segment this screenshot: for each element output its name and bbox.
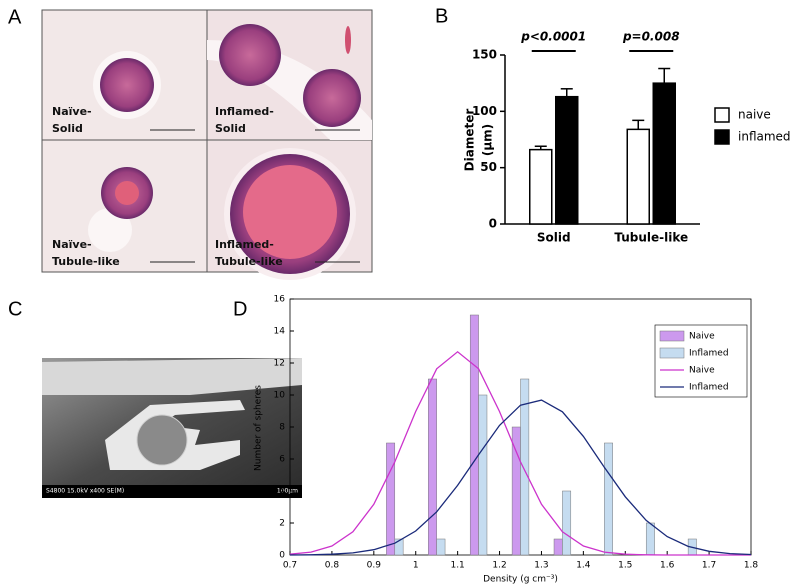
x-tick-label: 0.9 (367, 561, 382, 571)
sphere (303, 69, 361, 127)
y-tick-label: 12 (274, 359, 285, 369)
x-tick-label: 0.8 (325, 561, 340, 571)
legend-label: naive (738, 108, 771, 122)
x-axis-label: Density (g cm⁻³) (483, 575, 558, 585)
legend-swatch (659, 330, 685, 342)
x-tick-label: 1.2 (492, 561, 506, 571)
y-tick-label: 100 (472, 104, 497, 118)
y-tick-label: 14 (274, 327, 286, 337)
histogram-bar (386, 442, 396, 556)
y-tick-label: 6 (279, 455, 285, 465)
sem-info-bar (42, 485, 302, 498)
y-axis-label: Number of spheres (254, 385, 264, 471)
y-tick-label: 8 (279, 423, 285, 433)
sem-surface (42, 358, 302, 395)
bar (652, 82, 676, 225)
sphere (136, 414, 188, 466)
y-tick-label: 0 (279, 551, 285, 561)
histogram-bar (645, 522, 655, 556)
bar (529, 148, 553, 225)
sem-caption: S4800 15.0kV x400 SE(M) (46, 488, 124, 495)
x-tick-label: Tubule-like (614, 231, 688, 245)
x-tick-label: 1.7 (702, 561, 716, 571)
y-tick-label: 0 (489, 217, 497, 231)
legend-label: inflamed (738, 130, 791, 144)
sem-scale: 100μm (277, 488, 298, 495)
panel-label: C (8, 298, 22, 320)
bar (555, 95, 579, 225)
halo (88, 208, 132, 252)
lumen (243, 165, 337, 259)
y-tick-label: 150 (472, 48, 497, 62)
micrograph-label: Tubule-like (215, 255, 283, 268)
histogram-bar (394, 538, 404, 556)
x-tick-label: 1.4 (576, 561, 591, 571)
fit-curve (289, 350, 751, 556)
micrograph-grid: Naïve- Solid Inflamed- Solid Naïve- Tubu… (41, 9, 373, 280)
sem-image: S4800 15.0kV x400 SE(M) 100μm (42, 358, 302, 498)
legend-label: Inflamed (689, 349, 729, 359)
sphere (219, 24, 281, 86)
micrograph-label: Naïve- (52, 105, 92, 118)
sphere (100, 58, 154, 112)
histogram-bar (604, 442, 613, 556)
y-tick-label: 50 (480, 160, 497, 174)
annotation: p<0.0001 (520, 30, 586, 44)
chart-d: 0 2 4 6 8 10 12 14 16 0.7 0.8 0.9 1 1.1 1.2 1.3 1.4 1.5 1.… (254, 295, 759, 585)
y-axis-label: Diameter (463, 109, 477, 172)
micrograph-label: Solid (52, 122, 83, 135)
legend-swatch (714, 107, 730, 123)
panel-label: A (8, 6, 22, 28)
legend-swatch (714, 129, 730, 145)
histogram-bar (562, 490, 572, 556)
x-tick-label: 1.3 (534, 561, 548, 571)
legend-label: Naive (689, 366, 715, 376)
micrograph-label: Naïve- (52, 238, 92, 251)
fragment (345, 26, 351, 54)
x-tick-label: 1 (413, 561, 419, 571)
legend-label: Naive (689, 332, 715, 342)
y-tick-label: 16 (274, 295, 286, 305)
scale-bars (150, 129, 360, 263)
micrograph-label: Inflamed- (215, 238, 274, 251)
micrograph-label: Solid (215, 122, 246, 135)
bar (626, 128, 650, 225)
x-tick-label: 1.6 (660, 561, 675, 571)
chart-b: 0 50 100 150 Diameter (μm) Solid p<0.0001 Tubule… (463, 30, 791, 245)
x-tick-label: Solid (537, 231, 571, 245)
y-tick-label: 2 (279, 519, 285, 529)
legend-label: Inflamed (689, 383, 729, 393)
histogram-bar (428, 378, 437, 556)
micrograph-label: Inflamed- (215, 105, 274, 118)
histogram-bar (478, 394, 488, 556)
histogram-bar (553, 538, 563, 556)
histogram-bar (469, 314, 479, 556)
legend-swatch (659, 347, 685, 359)
histogram-bar (436, 538, 446, 556)
panel-label: B (435, 5, 448, 27)
lumen (115, 181, 139, 205)
panel-label: D (233, 298, 247, 320)
histogram-bar (520, 378, 530, 556)
y-tick-label: 4 (279, 487, 285, 497)
x-tick-label: 0.7 (283, 561, 297, 571)
annotation: p=0.008 (622, 30, 680, 44)
y-tick-label: 10 (274, 391, 286, 401)
y-axis-label: (μm) (481, 124, 495, 156)
fit-curve (289, 399, 752, 556)
x-tick-label: 1.5 (618, 561, 632, 571)
x-tick-label: 1.8 (744, 561, 759, 571)
x-tick-label: 1.1 (450, 561, 464, 571)
micrograph-label: Tubule-like (52, 255, 120, 268)
